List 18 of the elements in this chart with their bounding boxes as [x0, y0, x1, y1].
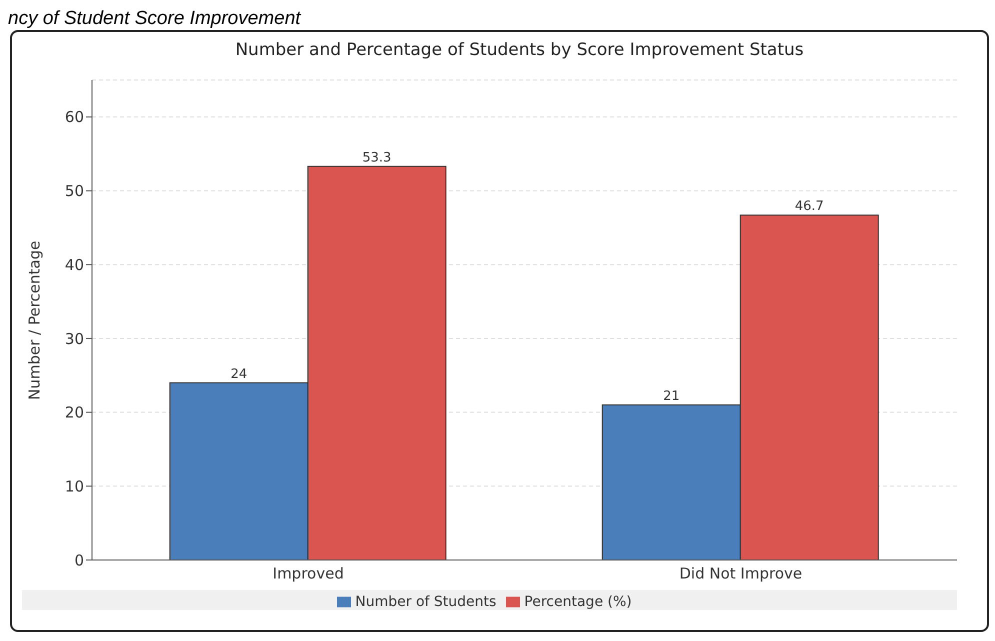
y-tick-label: 40 [64, 256, 84, 274]
chart-title: Number and Percentage of Students by Score Improvement Status [234, 40, 805, 60]
y-tick-label: 60 [64, 108, 84, 126]
y-tick-label: 10 [64, 477, 84, 496]
legend-label: Number of Students [355, 594, 496, 610]
y-tick-label: 20 [64, 404, 84, 422]
data-label: 53.3 [362, 150, 392, 166]
data-label: 46.7 [794, 199, 824, 214]
data-label: 24 [230, 366, 248, 382]
y-tick-label: 50 [64, 182, 84, 200]
x-tick-label: Improved [272, 564, 344, 583]
text: ncy of Student Score Improvement [8, 8, 301, 30]
y-tick-label: 30 [64, 330, 84, 348]
y-tick-label: 0 [74, 551, 84, 570]
y-axis-title: Number / Percentage [25, 240, 44, 400]
x-tick-label: Did Not Improve [679, 564, 802, 583]
legend-label: Percentage (%) [524, 594, 632, 610]
data-label: 21 [663, 388, 680, 404]
